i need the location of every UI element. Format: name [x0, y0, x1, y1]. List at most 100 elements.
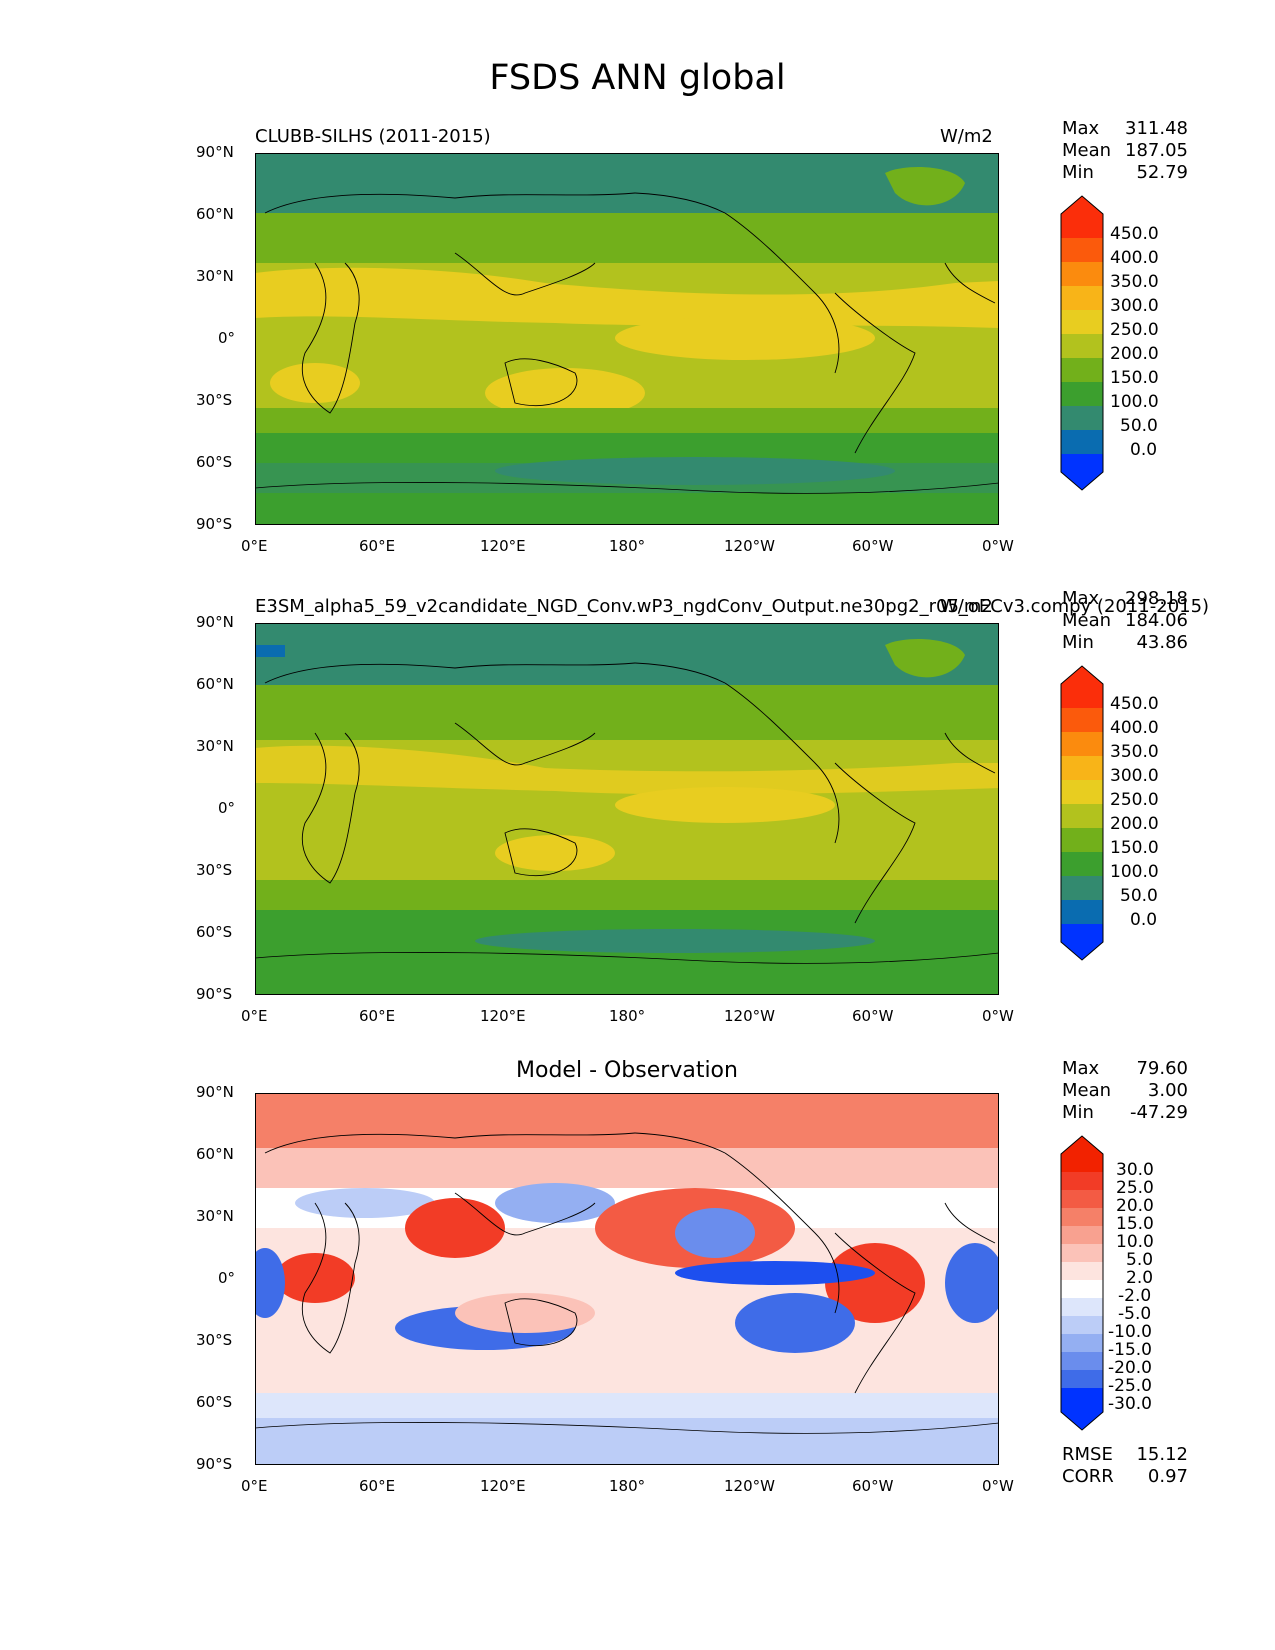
panel-3-map-field — [255, 1093, 999, 1465]
panel-1-left-title: CLUBB-SILHS (2011-2015) — [255, 126, 491, 147]
p2-lat-tick: 90°N — [196, 613, 234, 631]
p3-lon-tick: 120°W — [724, 1477, 775, 1495]
panel-1-map-field — [255, 153, 999, 525]
p2-lon-tick: 60°E — [359, 1007, 396, 1025]
p1-cb-label: 0.0 — [1130, 440, 1158, 460]
panel-2-left-title: E3SM_alpha5_59_v2candidate_NGD_Conv.wP3_… — [255, 596, 1210, 617]
p3-cb-label: -20.0 — [1108, 1358, 1152, 1378]
p1-max-label: Max — [1062, 118, 1100, 139]
p3-cb-label: 10.0 — [1116, 1232, 1154, 1252]
p3-lon-tick: 60°W — [852, 1477, 894, 1495]
p3-min-value: -47.29 — [1129, 1102, 1188, 1123]
p3-lon-tick: 60°E — [359, 1477, 396, 1495]
figure-title: FSDS ANN global — [489, 58, 786, 98]
p2-lon-tick: 120°W — [724, 1007, 775, 1025]
p3-lon-tick: 180° — [609, 1477, 646, 1495]
p2-lon-tick: 0°W — [982, 1007, 1014, 1025]
p1-lat-tick: 60°S — [196, 453, 233, 471]
p1-lat-tick: 60°N — [196, 205, 234, 223]
p1-cb-label: 350.0 — [1110, 272, 1159, 292]
p1-mean-value: 187.05 — [1125, 140, 1188, 161]
p2-mean-label: Mean — [1062, 610, 1112, 631]
p1-cb-label: 450.0 — [1110, 224, 1159, 244]
p1-lat-tick: 30°N — [196, 267, 234, 285]
p2-lat-tick: 30°N — [196, 737, 234, 755]
panel-2-map-field — [255, 623, 999, 995]
p2-cb-label: 100.0 — [1110, 862, 1159, 882]
p1-cb-label: 150.0 — [1110, 368, 1159, 388]
p3-cb-label: 30.0 — [1116, 1160, 1154, 1180]
p3-mean-value: 3.00 — [1147, 1080, 1188, 1101]
p3-lat-tick: 0° — [218, 1269, 236, 1287]
p2-lon-tick: 120°E — [480, 1007, 526, 1025]
p1-lon-tick: 0°E — [241, 537, 268, 555]
rmse-label: RMSE — [1062, 1444, 1113, 1465]
p1-lon-tick: 0°W — [982, 537, 1014, 555]
p1-lon-tick: 60°E — [359, 537, 396, 555]
p1-lon-tick: 120°W — [724, 537, 775, 555]
p1-lat-tick: 90°N — [196, 143, 234, 161]
p1-lon-tick: 60°W — [852, 537, 894, 555]
p3-cb-label: 5.0 — [1126, 1250, 1154, 1270]
p2-cb-label: 400.0 — [1110, 718, 1159, 738]
p1-lat-tick: 0° — [218, 329, 236, 347]
p2-max-value: 298.18 — [1125, 588, 1188, 609]
p1-min-value: 52.79 — [1136, 162, 1188, 183]
p1-cb-label: 200.0 — [1110, 344, 1159, 364]
panel-2-units: W/m2 — [940, 596, 993, 617]
corr-label: CORR — [1062, 1466, 1114, 1487]
p2-lat-tick: 60°S — [196, 923, 233, 941]
p3-lat-tick: 90°N — [196, 1083, 234, 1101]
p2-lat-tick: 60°N — [196, 675, 234, 693]
panel-3-map — [255, 1093, 999, 1465]
p1-cb-label: 400.0 — [1110, 248, 1159, 268]
p3-colorbar — [1060, 1135, 1104, 1431]
p1-colorbar — [1060, 195, 1104, 491]
p2-min-label: Min — [1062, 632, 1094, 653]
p3-cb-label: 15.0 — [1116, 1214, 1154, 1234]
p1-cb-label: 250.0 — [1110, 320, 1159, 340]
p2-cb-label: 450.0 — [1110, 694, 1159, 714]
p1-cb-label: 100.0 — [1110, 392, 1159, 412]
p2-cb-label: 150.0 — [1110, 838, 1159, 858]
p2-min-value: 43.86 — [1136, 632, 1188, 653]
p2-mean-value: 184.06 — [1125, 610, 1188, 631]
p1-lat-tick: 30°S — [196, 391, 233, 409]
p3-cb-label: -2.0 — [1118, 1286, 1152, 1306]
p1-cb-label: 300.0 — [1110, 296, 1159, 316]
panel-2-map — [255, 623, 999, 995]
p1-max-value: 311.48 — [1125, 118, 1188, 139]
p3-cb-label: 20.0 — [1116, 1196, 1154, 1216]
p1-mean-label: Mean — [1062, 140, 1112, 161]
p2-cb-label: 0.0 — [1130, 910, 1158, 930]
p3-lon-tick: 0°W — [982, 1477, 1014, 1495]
p2-max-label: Max — [1062, 588, 1100, 609]
p2-lon-tick: 0°E — [241, 1007, 268, 1025]
p3-lat-tick: 30°S — [196, 1331, 233, 1349]
panel-1-units: W/m2 — [940, 126, 993, 147]
p2-cb-label: 300.0 — [1110, 766, 1159, 786]
p1-lon-tick: 180° — [609, 537, 646, 555]
p3-lat-tick: 60°S — [196, 1393, 233, 1411]
p2-cb-label: 50.0 — [1120, 886, 1158, 906]
p3-cb-label: 25.0 — [1116, 1178, 1154, 1198]
p3-min-label: Min — [1062, 1102, 1094, 1123]
p1-cb-label: 50.0 — [1120, 416, 1158, 436]
p3-cb-label: -15.0 — [1108, 1340, 1152, 1360]
panel-1-map — [255, 153, 999, 525]
p1-min-label: Min — [1062, 162, 1094, 183]
p3-cb-label: -25.0 — [1108, 1376, 1152, 1396]
p3-cb-label: 2.0 — [1126, 1268, 1154, 1288]
p2-cb-label: 200.0 — [1110, 814, 1159, 834]
p3-lat-tick: 60°N — [196, 1145, 234, 1163]
p3-cb-label: -5.0 — [1118, 1304, 1152, 1324]
p2-lon-tick: 60°W — [852, 1007, 894, 1025]
p3-cb-label: -10.0 — [1108, 1322, 1152, 1342]
p2-lat-tick: 30°S — [196, 861, 233, 879]
p2-cb-label: 350.0 — [1110, 742, 1159, 762]
p3-mean-label: Mean — [1062, 1080, 1112, 1101]
p2-colorbar — [1060, 665, 1104, 961]
p2-lat-tick: 90°S — [196, 985, 233, 1003]
rmse-value: 15.12 — [1136, 1444, 1188, 1465]
p2-lat-tick: 0° — [218, 799, 236, 817]
